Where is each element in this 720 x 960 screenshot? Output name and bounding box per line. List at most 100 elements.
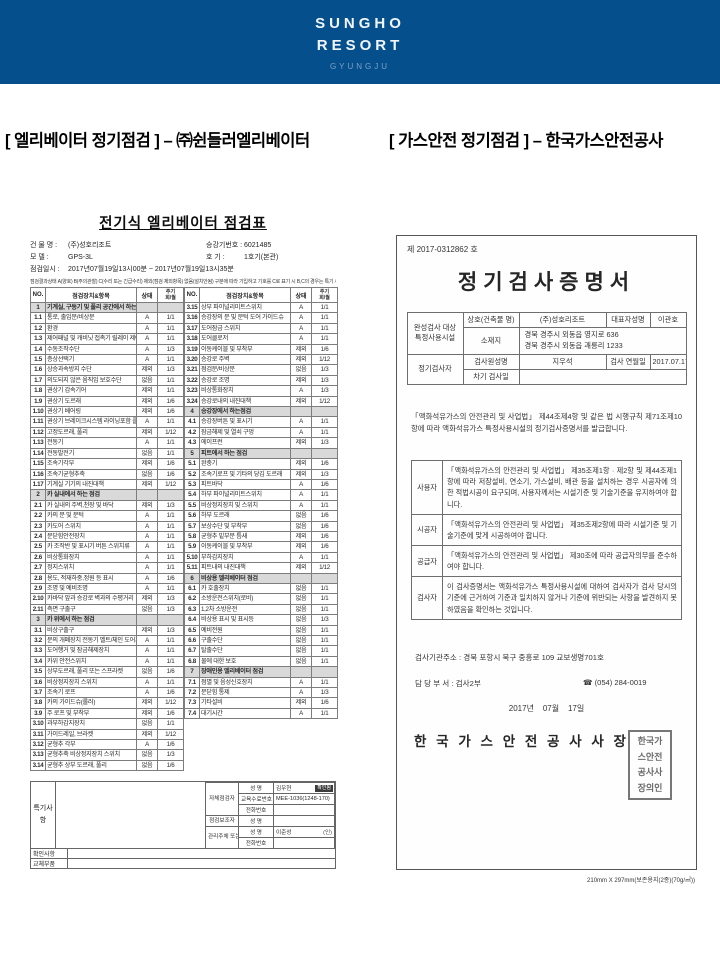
table-row: 3.23 비상통화장치 A 1/3 <box>184 385 338 397</box>
inspection-date-label: 검사 연월일 <box>605 353 651 370</box>
obligation-text: 이 검사증명서는 액화석유가스 특정사용시설에 대하여 검사자가 검사 당시의 … <box>442 576 682 620</box>
brand-city: GYUNGJU <box>329 61 391 71</box>
self-inspector-label: 자체점검자 <box>205 782 239 817</box>
table-row: 사용자 「액화석유가스의 안전관리 및 사업법」 제35조제1항 · 제2항 및… <box>411 460 682 515</box>
company-value: (주)성호리조트 <box>518 312 607 328</box>
table-row: 3.9 주 로프 및 부착부 제외 1/6 <box>30 707 184 720</box>
table-row: 3.3 도어행거 및 잠금해제장치 A 1/1 <box>30 645 184 657</box>
verified-badge: 확인됨 <box>315 784 333 792</box>
table-row: 3.4 카위 안전스위치 A 1/1 <box>30 655 184 668</box>
table-row: 3.2 문의 개폐장치 전동기 벨트/체인 도어기판 A 1/1 <box>30 634 184 647</box>
table-row: 1.9 권상기 도르래 제외 1/6 <box>30 395 184 408</box>
table-row: 소재지 경북 경주시 외동읍 영지로 636 경북 경주시 외동읍 괘릉리 12… <box>407 327 687 355</box>
target-facility-label: 완성검사 대상 특정사용시설 <box>406 312 464 355</box>
name-label: 성 명 <box>238 782 274 795</box>
table-row: 6.8 물에 대한 보호 없음 1/1 <box>184 655 338 668</box>
table-row: 관리주체 또는 안전관리자 성 명 이준성 (인) <box>205 826 335 850</box>
col-no: NO. <box>30 287 46 303</box>
inspector-value: 지우석 <box>518 353 607 370</box>
table-row: 1.2 환경 A 1/1 <box>30 322 184 335</box>
table-row: 6.5 예비전원 없음 1/1 <box>184 624 338 637</box>
table-row: 2.1 카 실내의 주벽,천장 및 바닥 제외 1/3 <box>30 499 184 512</box>
table-row: 6.6 구출수단 없음 1/1 <box>184 634 338 647</box>
result-legend: 점검결과상태 A(양호) B(주의관찰) C(수리 또는 긴급수리) 제외(점검… <box>30 279 336 285</box>
col-item: 점검장치&항목 <box>45 287 137 303</box>
agency-address-line: 검사기관주소 : 경북 포항시 북구 중흥로 109 교보생명701호 <box>415 652 696 663</box>
table-row: 3.1 비상구출구 제외 1/3 <box>30 624 184 637</box>
table-row: 6.3 1,2차 소방운전 없음 1/1 <box>184 603 338 616</box>
agency-phone: ☎ (054) 284-0019 <box>583 677 647 687</box>
unit-label: 호 기 : <box>206 254 225 261</box>
col-cycle: 주기 회/월 <box>157 287 184 303</box>
table-row: 3.22 승강로 조명 제외 1/3 <box>184 374 338 387</box>
assistant-name <box>273 815 335 828</box>
table-row: 2.9 조명 및 예비조명 A 1/1 <box>30 582 184 595</box>
obligation-text: 「액화석유가스의 안전관리 및 사업법」 제30조에 따라 공급자의무를 준수하… <box>442 544 682 578</box>
table-row: 7.4 대기시간 A 1/1 <box>184 707 338 720</box>
name-label: 성 명 <box>238 815 274 828</box>
table-row: 2.3 카도어 스위치 A 1/1 <box>30 520 184 532</box>
table-row: 3.6 비상정지장치 스위치 A 1/1 <box>30 676 184 689</box>
address-label: 소재지 <box>462 327 520 355</box>
table-row: 3.16 승강장의 문 및 문턱 도어 가이드슈 A 1/1 <box>184 312 338 324</box>
table-row: 1.6 상승과속방지 수단 제외 1/3 <box>30 364 184 376</box>
company-label: 상호(건축물 명) <box>462 312 520 328</box>
table-row: 자체점검자 성 명 김우현 확인됨 <box>205 782 335 817</box>
table-row: 1.7 의도되지 않은 움직임 보호수단 없음 1/1 <box>30 374 184 387</box>
table-row: 3.10 과부하감지장치 없음 1/1 <box>30 718 184 730</box>
agency-address-value: 경북 포항시 북구 중흥로 109 교보생명701호 <box>463 652 604 662</box>
table-row: 6.1 카 호출장치 없음 1/1 <box>184 582 338 595</box>
signature-section: 특기사항 자체점검자 성 명 김우현 확인됨 교육수료번호 MEE-1036(1… <box>30 781 336 850</box>
table-row: 5.1 완충기 제외 1/6 <box>184 458 338 470</box>
table-row: 3.8 카의 가이드슈(롤러) 제외 1/12 <box>30 697 184 709</box>
table-row: 1.17 기계실 기기의 내진대책 제외 1/12 <box>30 478 184 491</box>
manager-name: 이준성 <box>276 830 292 837</box>
next-inspection-value <box>518 368 687 385</box>
elevator-report-title: 전기식 엘리베이터 점검표 <box>99 216 267 232</box>
table-row: 2.11 측면 구출구 없음 1/3 <box>30 603 184 616</box>
signer-table: 자체점검자 성 명 김우현 확인됨 교육수료번호 MEE-1036(1248-1… <box>205 782 335 850</box>
table-row: 1.16 조속기균형추축 없음 1/6 <box>30 468 184 480</box>
assistant-label: 점검보조자 <box>205 815 239 828</box>
table-row: 3.17 도어잠금 스위치 A 1/1 <box>184 322 338 335</box>
table-row: 전화번호 <box>206 837 335 850</box>
table-row: 3.19 이동케이블 및 부착부 제외 1/6 <box>184 343 338 356</box>
table-row: 4 승강장에서 하는점검 <box>184 406 338 418</box>
table-row: 3.13 균형추축 비상정지장치 스위치 없음 1/3 <box>30 749 184 761</box>
edu-no: MEE-1036(1248-170) <box>273 793 335 806</box>
checklist-table-right: NO. 점검장치&항목 상태 주기 회/월 3.15 상부 파이널리미트스위치 A 1… <box>184 287 338 720</box>
table-row: 3.20 승강로 주벽 제외 1/12 <box>184 354 338 366</box>
table-row: 5.9 이동케이블 및 부착부 제외 1/6 <box>184 541 338 553</box>
table-row: 2.2 카의 문 및 문턱 A 1/1 <box>30 510 184 522</box>
inspector-group-label: 정기검사자 <box>406 353 464 385</box>
table-row: 공급자 「액화석유가스의 안전관리 및 사업법」 제30조에 따라 공급자의무를… <box>411 544 682 578</box>
table-row: 3.21 점검문/비상문 없음 1/3 <box>184 364 338 376</box>
elevator-report-meta-right: 승강기번호 :6021485 호 기 : 1호기(본관) <box>206 240 278 264</box>
table-row: 5.2 조속기로프 및 기타의 당김 도르래 제외 1/3 <box>184 468 338 480</box>
inspection-date-value: 2017.07.17 <box>649 353 687 370</box>
brand-line1: SUNGHO <box>315 15 405 33</box>
table-row: 5.11 피트내의 내진대책 제외 1/12 <box>184 562 338 574</box>
special-notes-label: 특기사항 <box>31 782 56 849</box>
table-row: 전화번호 <box>206 804 335 817</box>
edu-label: 교육수료번호 <box>238 793 274 806</box>
col-status: 상태 <box>290 287 312 303</box>
inspector-name: 김우현 <box>276 786 292 793</box>
table-row: 2.4 문닫힘안전장치 A 1/1 <box>30 530 184 543</box>
brand-line2: RESORT <box>316 37 404 54</box>
table-row: 6.4 비상용 표시 및 표시등 없음 1/3 <box>184 614 338 626</box>
next-inspection-label: 차기 검사일 <box>462 368 520 385</box>
col-status: 상태 <box>136 287 158 303</box>
table-row: 1.4 수동조작수단 A 1/3 <box>30 343 184 356</box>
obligation-text: 「액화석유가스의 안전관리 및 사업법」 제35조제2항에 따라 시설기준 및 … <box>442 513 682 546</box>
certificate-number: 제 2017-0312862 호 <box>407 245 478 254</box>
phone-label: 전화번호 <box>238 804 274 817</box>
department-line: 담 당 부 서 : 검사2부 ☎ (054) 284-0019 <box>415 678 696 688</box>
model-value: GPS-3L <box>68 254 93 261</box>
building-label: 건 물 명 : <box>30 242 58 249</box>
table-row: 5.4 하부 파이널리미트스위치 A 1/1 <box>184 489 338 501</box>
table-row: 2.5 카 조작반 및 표시기 버튼 스위치류 A 1/1 <box>30 541 184 553</box>
right-section-title: [ 가스안전 정기점검 ] – 한국가스안전공사 <box>389 132 663 150</box>
